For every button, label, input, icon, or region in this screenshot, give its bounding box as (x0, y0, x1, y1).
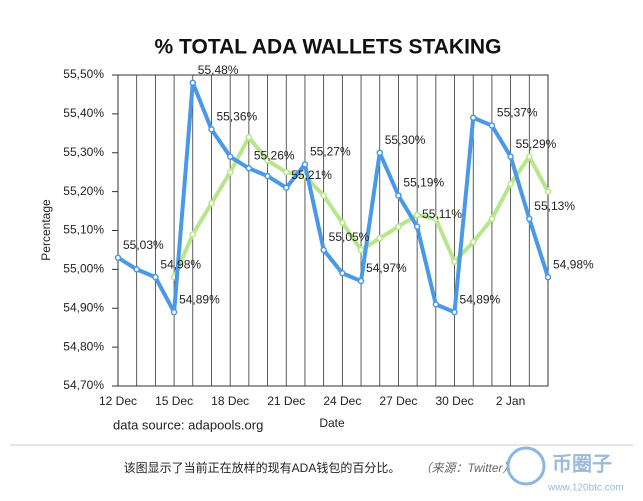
data-point (152, 273, 159, 281)
x-tick-label: 18 Dec (211, 394, 249, 408)
data-point (226, 153, 234, 160)
data-point (413, 223, 421, 230)
data-point (357, 246, 365, 254)
data-point (451, 258, 458, 265)
data-label: 54,98% (553, 257, 594, 271)
data-point (488, 215, 496, 223)
data-point (264, 157, 271, 164)
data-label: 55,13% (534, 199, 575, 213)
data-point (544, 273, 552, 281)
chart-title: % TOTAL ADA WALLETS STAKING (155, 36, 502, 59)
x-axis-label: Date (319, 416, 345, 430)
data-point (226, 168, 234, 176)
data-point (208, 200, 215, 207)
y-tick-label: 55,10% (63, 223, 104, 237)
y-tick-label: 55,50% (63, 67, 104, 81)
data-point (376, 235, 383, 242)
x-tick-label: 2 Jan (496, 394, 525, 408)
data-point (376, 149, 383, 156)
data-point (544, 188, 552, 195)
data-point (245, 165, 253, 172)
data-point (507, 180, 514, 188)
watermark-url: www.120btc.com (547, 483, 624, 494)
data-point (413, 211, 421, 219)
y-tick-label: 55,30% (63, 145, 104, 159)
data-label: 55,05% (329, 230, 370, 244)
data-label: 55,29% (516, 137, 557, 151)
y-tick-label: 55,40% (63, 106, 104, 120)
data-label: 55,37% (497, 106, 538, 120)
data-point (357, 277, 365, 285)
data-point (283, 168, 290, 176)
data-label: 54,97% (366, 261, 407, 275)
caption: 该图显示了当前正在放样的现有ADA钱包的百分比。 (124, 460, 401, 475)
data-label: 55,36% (216, 110, 257, 124)
data-label: 55,26% (254, 148, 295, 162)
data-label: 55,27% (310, 145, 351, 159)
data-point (320, 246, 327, 254)
x-tick-label: 21 Dec (267, 394, 305, 408)
data-label: 54,98% (160, 257, 201, 271)
data-point (283, 184, 290, 191)
data-point (526, 215, 533, 223)
data-point (488, 122, 496, 129)
data-point (208, 126, 215, 133)
y-tick-label: 54,90% (63, 300, 104, 314)
x-tick-label: 15 Dec (155, 394, 193, 408)
data-point (395, 223, 402, 230)
watermark-logo (506, 446, 546, 486)
data-label: 54,89% (460, 292, 501, 306)
data-point (133, 266, 140, 273)
series-line (116, 80, 550, 315)
data-point (469, 114, 477, 122)
x-tick-label: 30 Dec (436, 394, 474, 408)
data-label: 55,19% (403, 176, 444, 190)
y-tick-label: 55,00% (63, 262, 104, 276)
data-point (170, 308, 178, 316)
y-tick-label: 55,20% (63, 184, 104, 198)
data-label: 55,30% (385, 133, 426, 147)
data-point (432, 301, 440, 308)
data-label: 54,89% (179, 292, 220, 306)
data-point (320, 192, 327, 199)
x-tick-label: 27 Dec (379, 394, 417, 408)
data-point (507, 153, 514, 160)
data-point (264, 172, 271, 180)
data-point (469, 238, 477, 246)
data-point (451, 308, 458, 316)
data-point (189, 79, 197, 87)
data-point (301, 161, 309, 168)
data-point (114, 254, 122, 261)
data-label: 55,48% (198, 63, 239, 77)
data-label: 55,21% (291, 168, 332, 182)
data-point (395, 192, 402, 199)
data-label: 55,11% (422, 207, 462, 221)
y-tick-label: 54,70% (63, 378, 104, 392)
data-point (339, 219, 346, 226)
data-label: 55,03% (123, 238, 164, 252)
y-axis-label: Percentage (39, 199, 53, 261)
x-tick-label: 12 Dec (99, 394, 137, 408)
data-point (245, 133, 253, 141)
data-point (526, 153, 533, 160)
x-tick-label: 24 Dec (323, 394, 361, 408)
caption-source: （来源：Twitter） (419, 461, 514, 475)
source-note: data source: adapools.org (113, 417, 263, 432)
watermark-name: 币圈子 (552, 452, 612, 475)
data-point (432, 215, 440, 223)
y-tick-label: 54,80% (63, 339, 104, 353)
data-point (189, 231, 197, 238)
data-point (339, 270, 346, 277)
